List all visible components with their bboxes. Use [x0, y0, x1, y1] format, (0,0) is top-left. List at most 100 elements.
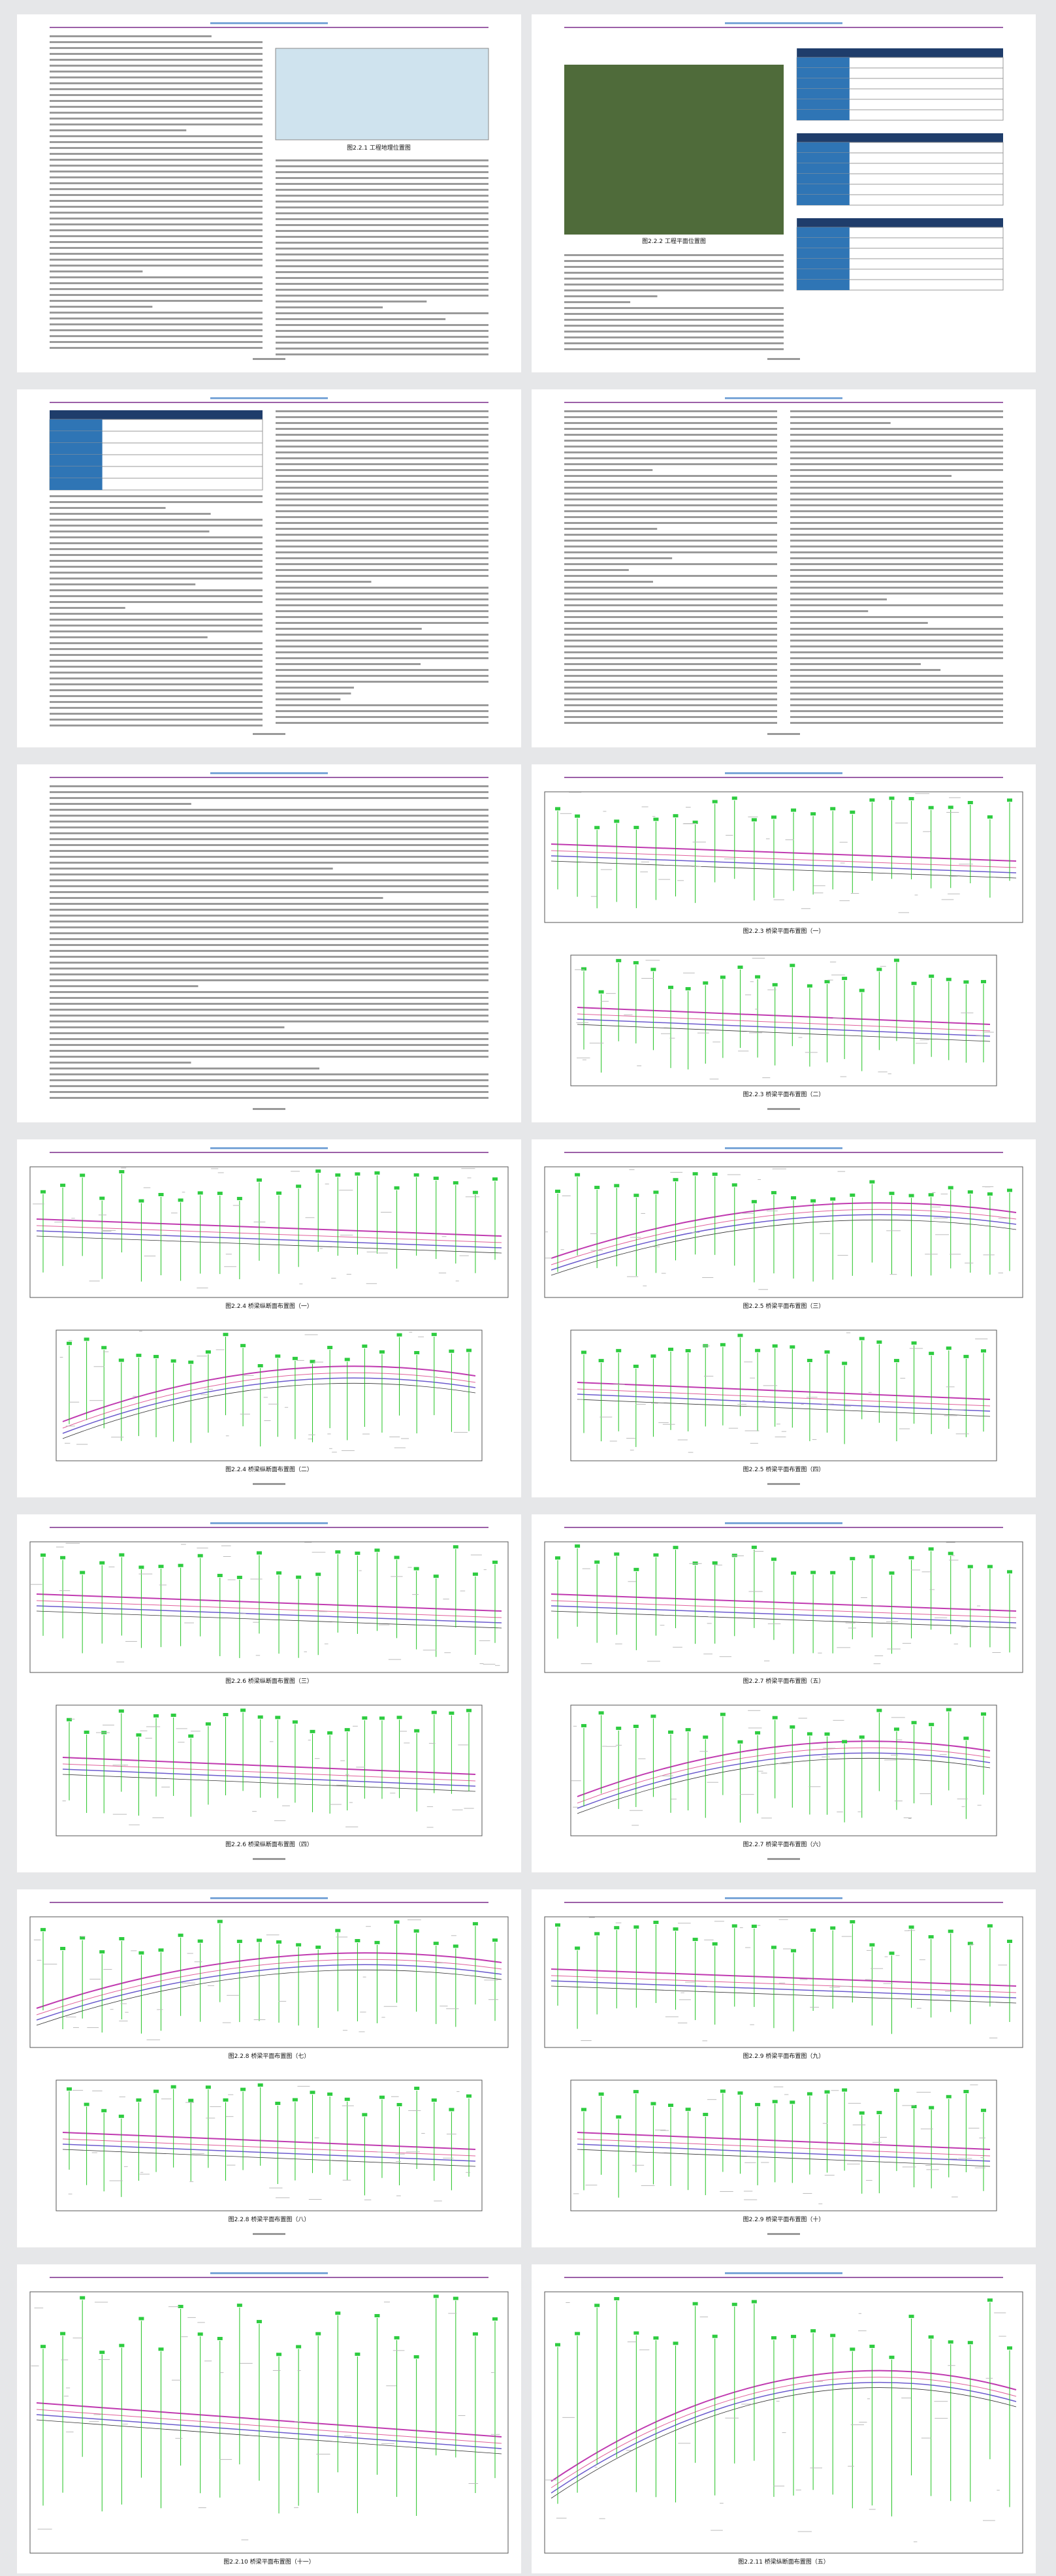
text-line	[564, 266, 784, 268]
map-detail	[689, 1563, 702, 1564]
text-line	[276, 687, 354, 689]
pier-label	[276, 2353, 282, 2356]
text-line	[276, 446, 488, 448]
pier-label	[869, 798, 875, 802]
pier-label	[981, 1349, 986, 1353]
text-line	[50, 212, 263, 214]
pier-label	[101, 2109, 107, 2113]
text-line	[790, 640, 1003, 642]
map-detail	[819, 1233, 831, 1234]
pier-label	[948, 2340, 953, 2344]
table-label-cell	[797, 259, 850, 269]
map-detail	[566, 2302, 570, 2303]
pier-label	[908, 1556, 914, 1559]
text-line	[50, 318, 263, 319]
alignment-line	[36, 1964, 502, 2021]
text-line	[50, 118, 263, 120]
text-line	[50, 973, 488, 975]
text-line	[564, 651, 777, 653]
map-detail	[999, 2336, 1006, 2337]
text-line	[564, 716, 777, 718]
text-line	[50, 1009, 488, 1011]
text-line	[50, 1097, 488, 1099]
text-line	[276, 434, 488, 436]
pier-label	[555, 1556, 560, 1560]
page-footer	[253, 358, 285, 360]
map-detail	[827, 979, 833, 981]
figure-caption: 图2.2.6 桥梁纵断面布置图（三）	[225, 1677, 313, 1685]
text-line	[564, 722, 777, 724]
text-line	[276, 622, 488, 624]
pier-label	[84, 1337, 89, 1341]
table-label-cell	[50, 455, 103, 466]
text-line	[50, 625, 263, 627]
map-detail	[679, 1999, 691, 2000]
text-line	[276, 716, 488, 718]
pier-label	[466, 1348, 472, 1352]
text-line	[276, 534, 488, 536]
pier-label	[1007, 798, 1012, 802]
map-detail	[935, 2418, 948, 2419]
map-detail	[946, 811, 959, 813]
map-detail	[404, 1742, 410, 1744]
pier-label	[791, 1196, 797, 1200]
pier-label	[876, 1708, 882, 1712]
map-detail	[858, 2313, 862, 2314]
pier-label	[967, 2341, 973, 2345]
text-line	[564, 634, 777, 636]
pier-label	[431, 2098, 437, 2102]
pier-label	[771, 815, 776, 819]
map-detail	[761, 1772, 767, 1774]
text-line	[50, 648, 263, 650]
table-label-cell	[797, 68, 850, 78]
pier-label	[929, 974, 935, 978]
map-detail	[920, 1793, 932, 1795]
page-header	[210, 1897, 328, 1899]
map-detail	[744, 994, 752, 996]
alignment-line	[551, 1975, 1017, 1993]
map-detail	[916, 2008, 921, 2009]
pier-label	[466, 1708, 472, 1712]
map-detail	[590, 896, 597, 897]
pier-label	[431, 1333, 437, 1337]
page-footer	[767, 733, 800, 735]
text-line	[50, 294, 263, 296]
text-line	[50, 65, 263, 67]
pier-label	[771, 2336, 776, 2340]
text-line	[790, 704, 1003, 706]
text-line	[564, 493, 777, 495]
text-line	[276, 675, 488, 677]
map-detail	[975, 1035, 984, 1037]
map-detail	[923, 831, 931, 832]
text-line	[50, 300, 263, 302]
text-line	[564, 563, 777, 565]
text-line	[564, 557, 673, 559]
text-line	[790, 510, 1003, 512]
pier-label	[119, 1553, 125, 1557]
map-detail	[878, 1071, 888, 1073]
map-detail	[80, 1936, 86, 1937]
pier-label	[929, 1723, 935, 1727]
text-line	[276, 540, 488, 542]
map-detail	[883, 1983, 893, 1984]
map-detail	[949, 797, 961, 798]
table-label-cell	[797, 110, 850, 120]
alignment-line	[551, 1985, 1017, 2004]
pier-label	[581, 1723, 586, 1727]
pier-label	[315, 1573, 321, 1576]
table-head	[797, 218, 1003, 227]
pier-label	[889, 1192, 895, 1196]
map-detail	[176, 1728, 187, 1729]
page	[17, 764, 521, 1122]
map-detail	[629, 1169, 635, 1170]
text-line	[276, 651, 488, 653]
pier-label	[948, 806, 953, 809]
map-detail	[562, 2417, 575, 2418]
pier-label	[1007, 1570, 1012, 1574]
text-line	[50, 176, 263, 178]
drawing-frame	[544, 2291, 1023, 2554]
pier-label	[205, 2085, 211, 2089]
text-line	[50, 129, 187, 131]
text-line	[50, 88, 263, 90]
pier-label	[614, 1184, 620, 1188]
